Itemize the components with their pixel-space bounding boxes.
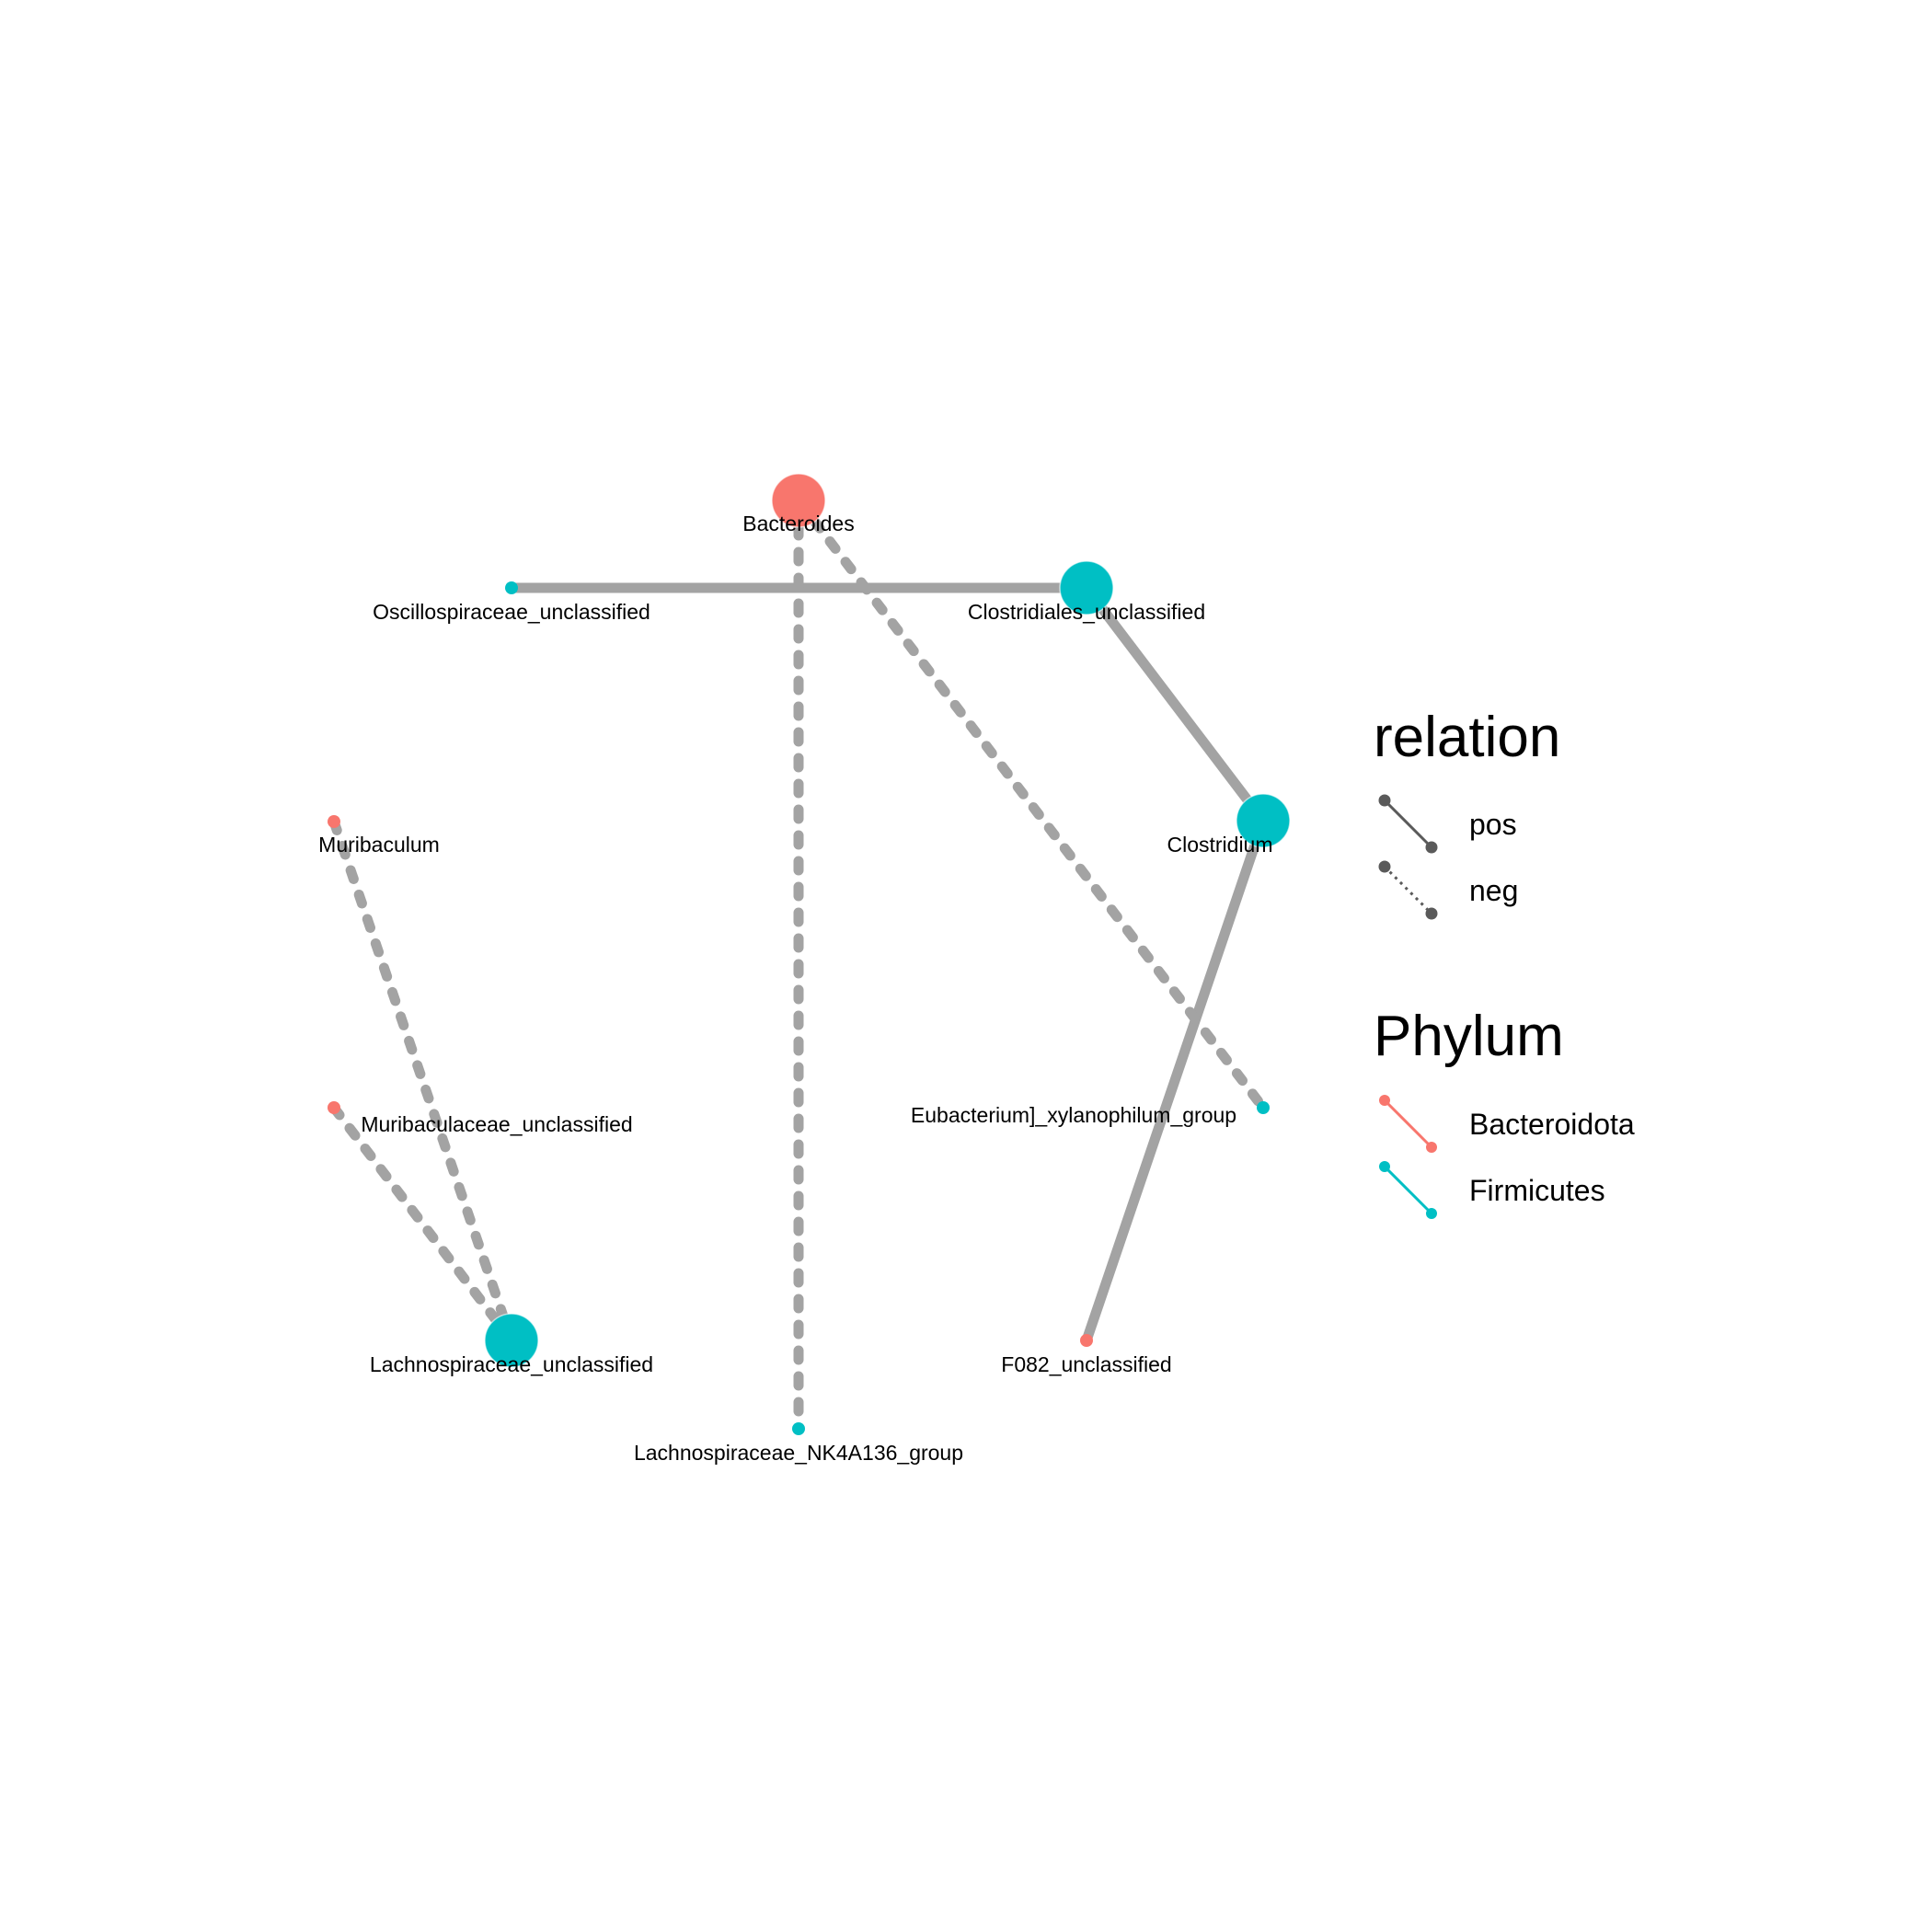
node-eubacterium-xylanophilum-group: [1257, 1101, 1270, 1114]
edge-neg-5: [328, 816, 517, 1346]
legend-key-bacteroidota: [1379, 1095, 1437, 1153]
node-clostridiales-unclassified: [1059, 560, 1114, 615]
legend: relation pos neg Phylum Bacteroidota: [1374, 706, 1635, 1219]
node-lachnospiraceae-unclassified: [484, 1313, 539, 1368]
legend-key-pos: [1378, 794, 1438, 854]
legend-relation-title: relation: [1374, 706, 1560, 769]
legend-label-bacteroidota: Bacteroidota: [1469, 1108, 1635, 1141]
node-label-clostridium: Clostridium: [1167, 833, 1272, 857]
node-clostridium: [1236, 793, 1291, 848]
edge-neg-6: [328, 1102, 517, 1346]
node-label-clostridiales-unclassified: Clostridiales_unclassified: [968, 600, 1205, 624]
legend-key-neg: [1378, 860, 1438, 920]
labels-layer: Bacteroides Oscillospiraceae_unclassified…: [318, 512, 1272, 1465]
legend-label-neg: neg: [1469, 874, 1518, 907]
node-f082-unclassified: [1080, 1334, 1093, 1347]
node-label-muribaculum: Muribaculum: [318, 833, 440, 857]
node-label-lachnospiraceae-unclassified: Lachnospiraceae_unclassified: [370, 1352, 653, 1376]
legend-phylum-title: Phylum: [1374, 1005, 1564, 1068]
legend-key-firmicutes: [1379, 1161, 1437, 1219]
node-label-bacteroides: Bacteroides: [742, 512, 854, 535]
node-label-lachnospiraceae-nk4a136-group: Lachnospiraceae_NK4A136_group: [634, 1441, 963, 1465]
node-lachnospiraceae-nk4a136-group: [792, 1422, 805, 1435]
edge-pos-1: [1082, 584, 1268, 824]
nodes-layer: [328, 473, 1291, 1435]
node-label-oscillospiraceae-unclassified: Oscillospiraceae_unclassified: [373, 600, 650, 624]
node-label-eubacterium-xylanophilum-group: Eubacterium]_xylanophilum_group: [911, 1103, 1236, 1127]
legend-label-firmicutes: Firmicutes: [1469, 1174, 1605, 1207]
edge-neg-4: [793, 495, 1269, 1113]
node-bacteroides: [771, 473, 826, 528]
legend-relation: relation pos neg: [1374, 706, 1560, 920]
node-label-muribaculaceae-unclassified: Muribaculaceae_unclassified: [361, 1112, 632, 1136]
legend-phylum: Phylum Bacteroidota Firmicutes: [1374, 1005, 1635, 1219]
node-oscillospiraceae-unclassified: [505, 581, 518, 594]
node-label-f082-unclassified: F082_unclassified: [1001, 1352, 1171, 1376]
node-muribaculaceae-unclassified: [328, 1101, 340, 1114]
edge-pos-2: [1081, 819, 1269, 1342]
node-muribaculum: [328, 815, 340, 828]
edges-layer: [328, 495, 1269, 1434]
legend-label-pos: pos: [1469, 808, 1517, 841]
